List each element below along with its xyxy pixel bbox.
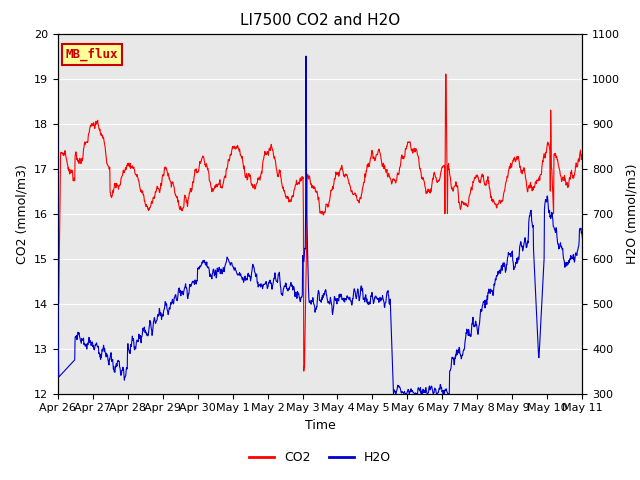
Legend: CO2, H2O: CO2, H2O (244, 446, 396, 469)
X-axis label: Time: Time (305, 419, 335, 432)
Text: MB_flux: MB_flux (65, 48, 118, 61)
Y-axis label: H2O (mmol/m3): H2O (mmol/m3) (626, 163, 639, 264)
Y-axis label: CO2 (mmol/m3): CO2 (mmol/m3) (15, 164, 28, 264)
Title: LI7500 CO2 and H2O: LI7500 CO2 and H2O (240, 13, 400, 28)
